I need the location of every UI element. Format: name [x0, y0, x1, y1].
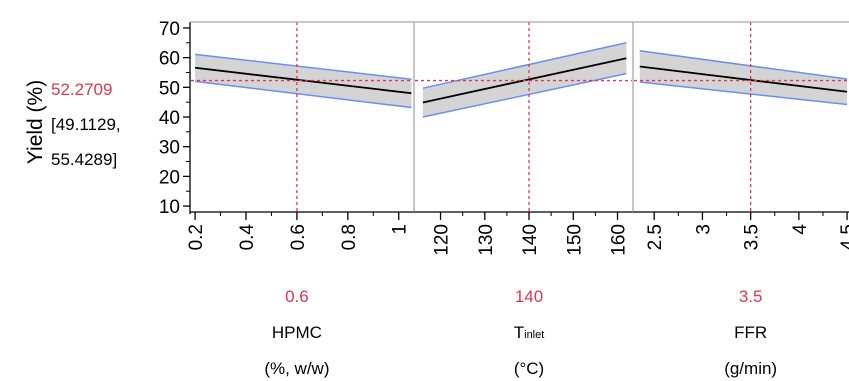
- x-tick-label: 1: [390, 224, 411, 235]
- x-tick-label: 0.8: [339, 224, 360, 250]
- response-readout-area: Yield (%) 52.2709 [49.1129, 55.4289]: [24, 80, 121, 169]
- y-tick-label: 60: [159, 49, 180, 70]
- factor-name: HPMC: [272, 323, 322, 342]
- x-tick-label: 4.5: [838, 224, 849, 250]
- y-axis: 10 20 30 40 50 60 70: [159, 19, 191, 218]
- y-tick-label: 10: [159, 197, 180, 218]
- factor-unit: (%, w/w): [264, 359, 329, 378]
- y-tick-label: 40: [159, 108, 180, 129]
- prediction-line: [194, 66, 412, 95]
- x-tick-label: 160: [609, 224, 630, 256]
- factor-name: Tinlet: [514, 323, 545, 342]
- x-tick-label: 4: [790, 224, 811, 235]
- current-factor-value[interactable]: 0.6: [285, 287, 309, 306]
- upper-confidence-line: [195, 53, 412, 81]
- x-tick-label: 0.4: [237, 224, 258, 251]
- factor-unit: (°C): [514, 359, 544, 378]
- profiler-panels: 0.2 0.4 0.6 0.8 1 0.6 HPMC (%, w/w) 120 130 140 150…: [186, 21, 849, 378]
- upper-confidence-line: [422, 42, 627, 89]
- predicted-yield-value: 52.2709: [51, 80, 112, 99]
- upper-confidence-line: [639, 50, 848, 80]
- profiler-panel-hpmc: 0.2 0.4 0.6 0.8 1 0.6 HPMC (%, w/w): [186, 21, 414, 378]
- x-tick-label: 150: [564, 224, 585, 256]
- x-tick-label: 2.5: [645, 224, 666, 250]
- lower-confidence-line: [422, 72, 627, 118]
- y-axis-label: Yield (%): [24, 80, 47, 164]
- factor-name: FFR: [734, 323, 767, 342]
- lower-confidence-line: [195, 80, 412, 109]
- profiler-panel-ffr: 2.5 3 3.5 4 4.5 3.5 FFR (g/min): [632, 21, 849, 378]
- x-tick-label: 120: [432, 224, 453, 256]
- x-tick-label: 0.2: [186, 224, 207, 250]
- x-tick-label: 3: [693, 224, 714, 235]
- y-tick-label: 50: [159, 78, 180, 99]
- confidence-interval-lower: [49.1129,: [51, 115, 121, 134]
- lower-confidence-line: [639, 81, 848, 106]
- y-tick-label: 70: [159, 19, 180, 40]
- x-tick-label: 0.6: [288, 224, 309, 250]
- confidence-interval-upper: 55.4289]: [51, 150, 117, 169]
- current-factor-value[interactable]: 140: [515, 287, 543, 306]
- factor-unit: (g/min): [724, 359, 777, 378]
- y-tick-label: 30: [159, 138, 180, 159]
- x-tick-label: 3.5: [742, 224, 763, 250]
- x-tick-label: 140: [520, 224, 541, 256]
- factor-subscript: inlet: [524, 329, 544, 341]
- current-factor-value[interactable]: 3.5: [739, 287, 763, 306]
- y-tick-label: 20: [159, 167, 180, 188]
- prediction-line: [639, 65, 848, 93]
- confidence-band: [639, 50, 848, 105]
- x-tick-label: 130: [476, 224, 497, 256]
- profiler-panel-t: 120 130 140 150 160 140 Tinlet (°C): [413, 21, 633, 378]
